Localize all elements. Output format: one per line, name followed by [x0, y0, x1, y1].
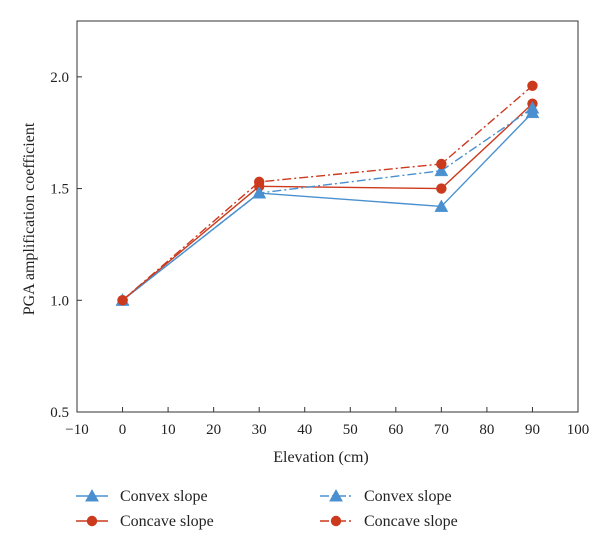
legend-marker: [330, 515, 342, 527]
data-point-series-3: [252, 186, 267, 199]
legend-label: Convex slope: [120, 488, 208, 505]
y-tick-label: 2.0: [50, 70, 69, 86]
x-axis-title: Elevation (cm): [273, 449, 369, 466]
legend-item: Convex slope: [320, 488, 452, 505]
series-line-3: [122, 107, 533, 301]
legend-item: Concave slope: [76, 513, 214, 530]
legend-marker: [86, 515, 98, 527]
legend-marker: [329, 488, 343, 502]
series-line-1: [122, 112, 533, 301]
x-tick-label: 10: [161, 422, 176, 438]
data-point-series-4: [253, 176, 265, 188]
x-tick-label: 70: [434, 422, 449, 438]
legend-label: Concave slope: [120, 513, 214, 530]
data-point-series-3: [525, 101, 540, 114]
series-line-4: [122, 85, 533, 301]
x-tick-label: 50: [343, 422, 358, 438]
legend-marker: [85, 488, 99, 502]
x-tick-label: 100: [567, 422, 590, 438]
y-tick-label: 1.5: [50, 182, 69, 198]
plot-area: [76, 20, 579, 413]
legend-label: Convex slope: [364, 488, 452, 505]
x-tick-label: 90: [525, 422, 540, 438]
legend-label: Concave slope: [364, 513, 458, 530]
x-tick-label: 80: [479, 422, 494, 438]
legend: Convex slope Concave slope Convex slope Con…: [76, 488, 458, 530]
x-tick-label: 30: [252, 422, 267, 438]
x-tick-label: 0: [119, 422, 127, 438]
series-line-2: [122, 103, 533, 301]
x-axis: −10 0 10 20 30 40 50 60 70 80 90 100: [65, 407, 589, 438]
data-point-series-4: [436, 158, 447, 170]
y-tick-label: 1.0: [50, 293, 69, 309]
y-axis: 0.5 1.0 1.5 2.0: [50, 70, 82, 421]
data-point-series-2: [436, 183, 447, 194]
y-tick-label: 0.5: [50, 405, 69, 421]
x-tick-label: 20: [206, 422, 221, 438]
x-tick-label: 60: [388, 422, 403, 438]
y-axis-title: PGA amplification coefficient: [21, 122, 38, 315]
data-point-series-3: [434, 163, 449, 177]
legend-item: Concave slope: [320, 513, 458, 530]
data-point-series-1: [434, 199, 449, 212]
data-point-series-4: [527, 80, 538, 91]
x-tick-label: 40: [297, 422, 312, 438]
plot-frame: [76, 20, 579, 413]
data-point-series-4: [117, 295, 128, 306]
x-tick-label: −10: [65, 422, 88, 438]
legend-item: Convex slope: [76, 488, 208, 505]
